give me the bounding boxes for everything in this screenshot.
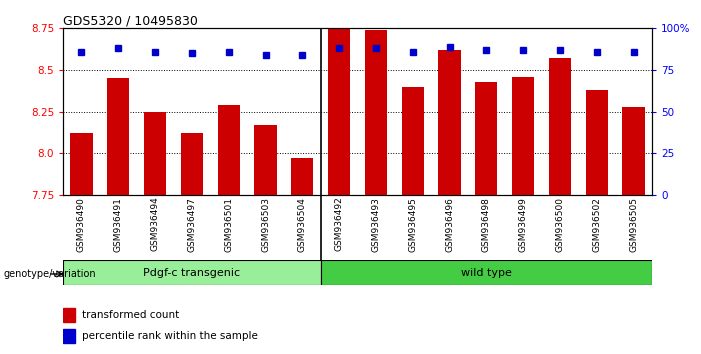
Text: GSM936491: GSM936491 <box>114 197 123 252</box>
Text: Pdgf-c transgenic: Pdgf-c transgenic <box>143 268 240 278</box>
Text: GSM936495: GSM936495 <box>408 197 417 252</box>
Bar <box>512 76 534 195</box>
Text: GSM936492: GSM936492 <box>334 197 343 251</box>
Text: GDS5320 / 10495830: GDS5320 / 10495830 <box>63 14 198 27</box>
Bar <box>585 90 608 195</box>
Bar <box>328 28 350 195</box>
Text: GSM936504: GSM936504 <box>298 197 307 252</box>
Bar <box>402 86 423 195</box>
Text: GSM936490: GSM936490 <box>77 197 86 252</box>
Text: genotype/variation: genotype/variation <box>4 269 96 279</box>
Text: GSM936505: GSM936505 <box>629 197 638 252</box>
Text: GSM936498: GSM936498 <box>482 197 491 252</box>
Bar <box>291 158 313 195</box>
Bar <box>144 112 166 195</box>
Text: GSM936494: GSM936494 <box>151 197 160 251</box>
Bar <box>365 30 387 195</box>
Bar <box>549 58 571 195</box>
Text: GSM936499: GSM936499 <box>519 197 528 252</box>
Bar <box>254 125 276 195</box>
Text: GSM936497: GSM936497 <box>187 197 196 252</box>
Bar <box>320 260 652 285</box>
Text: percentile rank within the sample: percentile rank within the sample <box>82 331 258 341</box>
Bar <box>63 260 320 285</box>
Bar <box>438 50 461 195</box>
Text: GSM936496: GSM936496 <box>445 197 454 252</box>
Bar <box>63 329 75 343</box>
Text: GSM936500: GSM936500 <box>555 197 564 252</box>
Text: transformed count: transformed count <box>82 310 179 320</box>
Bar <box>181 133 203 195</box>
Text: GSM936502: GSM936502 <box>592 197 601 252</box>
Text: GSM936503: GSM936503 <box>261 197 270 252</box>
Bar <box>475 81 497 195</box>
Bar <box>622 107 644 195</box>
Text: GSM936501: GSM936501 <box>224 197 233 252</box>
Bar <box>217 105 240 195</box>
Bar <box>63 308 75 322</box>
Text: wild type: wild type <box>461 268 512 278</box>
Bar <box>107 78 129 195</box>
Text: GSM936493: GSM936493 <box>372 197 381 252</box>
Bar <box>70 133 93 195</box>
